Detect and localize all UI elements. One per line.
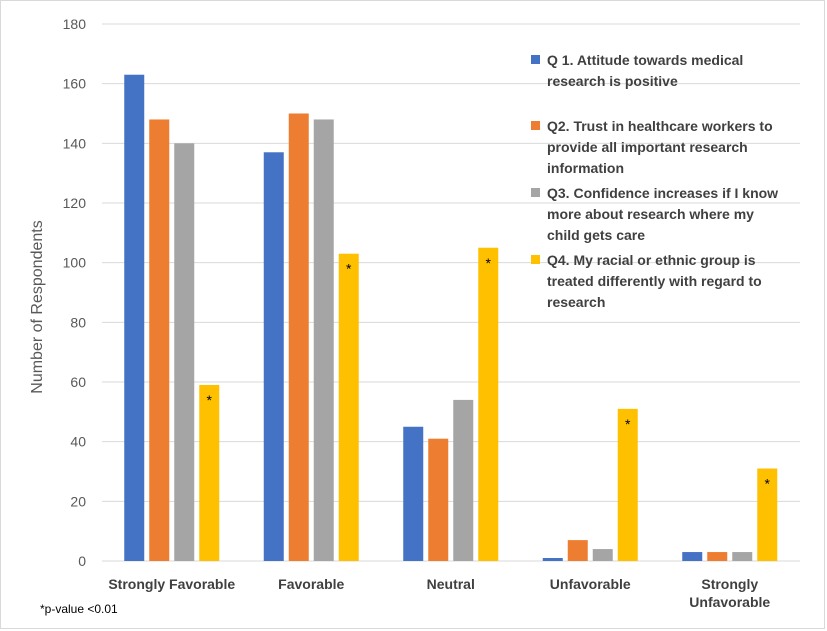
y-tick-label: 100 xyxy=(63,255,87,271)
legend: Q 1. Attitude towards medical research is… xyxy=(531,52,778,310)
bar xyxy=(732,552,753,561)
legend-label: Q 1. Attitude towards medical xyxy=(547,52,743,68)
footnote: *p-value <0.01 xyxy=(40,602,118,616)
legend-label: provide all important research xyxy=(547,139,748,155)
significance-star: * xyxy=(765,476,771,492)
y-tick-label: 60 xyxy=(70,374,86,390)
bar xyxy=(428,438,449,561)
legend-swatch xyxy=(531,188,540,197)
legend-label: research xyxy=(547,294,605,310)
legend-label: research is positive xyxy=(547,73,678,89)
y-tick-label: 20 xyxy=(70,493,86,509)
bar xyxy=(453,399,474,561)
legend-label: more about research where my xyxy=(547,206,754,222)
bar xyxy=(682,552,703,561)
y-tick-label: 160 xyxy=(63,76,87,92)
legend-label: treated differently with regard to xyxy=(547,273,762,289)
category-label: Unfavorable xyxy=(689,594,770,610)
category-label: Favorable xyxy=(278,576,344,592)
legend-swatch xyxy=(531,121,540,130)
bar xyxy=(124,74,145,561)
bar xyxy=(707,552,728,561)
category-label: Strongly Favorable xyxy=(108,576,235,592)
bar xyxy=(403,426,424,561)
y-tick-label: 0 xyxy=(78,553,86,569)
legend-swatch xyxy=(531,55,540,64)
category-label: Strongly xyxy=(701,576,758,592)
bar xyxy=(567,540,588,561)
bar xyxy=(199,384,220,561)
bar xyxy=(757,468,778,561)
category-label: Unfavorable xyxy=(550,576,631,592)
bar xyxy=(542,558,563,561)
bar xyxy=(174,143,195,562)
significance-star: * xyxy=(486,255,492,271)
legend-label: Q3. Confidence increases if I know xyxy=(547,185,778,201)
bars xyxy=(124,74,778,562)
legend-label: information xyxy=(547,160,624,176)
bar xyxy=(592,549,613,561)
y-axis-label: Number of Respondents xyxy=(29,220,46,393)
significance-star: * xyxy=(625,416,631,432)
bar xyxy=(478,247,499,561)
y-tick-label: 80 xyxy=(70,314,86,330)
category-label: Neutral xyxy=(427,576,475,592)
y-tick-label: 40 xyxy=(70,434,86,450)
bar xyxy=(313,119,334,561)
legend-label: Q4. My racial or ethnic group is xyxy=(547,252,756,268)
bar xyxy=(263,152,284,562)
y-tick-label: 180 xyxy=(63,16,87,32)
legend-label: child gets care xyxy=(547,227,645,243)
significance-star: * xyxy=(346,261,352,277)
significance-markers: * * * * * xyxy=(207,255,771,492)
bar xyxy=(149,119,170,561)
bar xyxy=(288,113,309,561)
legend-label: Q2. Trust in healthcare workers to xyxy=(547,118,773,134)
legend-swatch xyxy=(531,255,540,264)
bar xyxy=(617,408,638,561)
bar xyxy=(338,253,359,561)
significance-star: * xyxy=(207,392,213,408)
y-axis-ticks: 0 20 40 60 80 100 120 140 160 180 xyxy=(63,16,87,569)
y-tick-label: 120 xyxy=(63,195,87,211)
y-tick-label: 140 xyxy=(63,135,87,151)
x-axis-categories: Strongly Favorable Favorable Neutral Unfavo… xyxy=(108,576,770,610)
